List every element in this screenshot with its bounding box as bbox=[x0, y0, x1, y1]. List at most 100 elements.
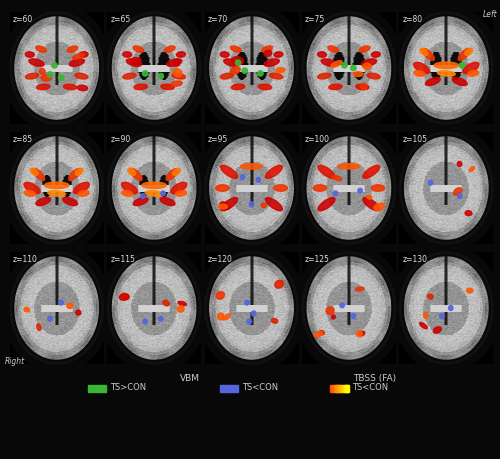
Ellipse shape bbox=[469, 167, 474, 172]
Ellipse shape bbox=[230, 46, 241, 52]
Bar bbox=[340, 385, 342, 392]
Bar bbox=[336, 385, 337, 392]
Ellipse shape bbox=[10, 12, 104, 124]
Ellipse shape bbox=[420, 48, 428, 56]
Ellipse shape bbox=[465, 211, 472, 216]
Ellipse shape bbox=[62, 197, 78, 206]
Ellipse shape bbox=[140, 194, 145, 199]
Ellipse shape bbox=[465, 48, 472, 56]
Ellipse shape bbox=[452, 78, 467, 85]
Ellipse shape bbox=[252, 311, 256, 316]
Ellipse shape bbox=[126, 59, 142, 67]
Ellipse shape bbox=[68, 168, 80, 180]
Ellipse shape bbox=[122, 182, 138, 194]
Text: z=85: z=85 bbox=[13, 135, 33, 144]
Ellipse shape bbox=[460, 62, 464, 68]
Ellipse shape bbox=[250, 202, 254, 207]
Bar bbox=[336, 385, 338, 392]
Ellipse shape bbox=[236, 60, 240, 65]
Text: z=130: z=130 bbox=[402, 255, 427, 264]
Ellipse shape bbox=[340, 303, 344, 308]
Ellipse shape bbox=[121, 293, 129, 300]
Ellipse shape bbox=[428, 294, 433, 299]
Ellipse shape bbox=[274, 52, 283, 57]
Ellipse shape bbox=[274, 185, 287, 191]
Ellipse shape bbox=[434, 327, 442, 333]
Ellipse shape bbox=[302, 252, 396, 364]
Ellipse shape bbox=[173, 69, 182, 77]
Ellipse shape bbox=[40, 68, 45, 74]
Ellipse shape bbox=[108, 252, 201, 364]
Ellipse shape bbox=[232, 56, 243, 65]
Ellipse shape bbox=[44, 182, 69, 189]
Ellipse shape bbox=[130, 168, 142, 180]
Text: z=95: z=95 bbox=[208, 135, 228, 144]
Text: TS<CON: TS<CON bbox=[242, 384, 278, 392]
Ellipse shape bbox=[78, 85, 88, 91]
Ellipse shape bbox=[318, 73, 331, 79]
Ellipse shape bbox=[36, 197, 51, 206]
Ellipse shape bbox=[161, 84, 174, 90]
Ellipse shape bbox=[356, 84, 369, 90]
Ellipse shape bbox=[321, 59, 336, 67]
Bar bbox=[331, 385, 332, 392]
Ellipse shape bbox=[79, 52, 88, 57]
Ellipse shape bbox=[463, 62, 479, 74]
Ellipse shape bbox=[434, 62, 458, 68]
Ellipse shape bbox=[262, 46, 272, 52]
Ellipse shape bbox=[64, 84, 77, 90]
Ellipse shape bbox=[134, 84, 147, 90]
Ellipse shape bbox=[360, 84, 367, 90]
Ellipse shape bbox=[142, 71, 148, 76]
Text: z=70: z=70 bbox=[208, 15, 228, 24]
Text: Right: Right bbox=[5, 357, 25, 366]
Ellipse shape bbox=[24, 308, 30, 312]
Ellipse shape bbox=[76, 168, 83, 175]
Ellipse shape bbox=[372, 185, 384, 191]
Ellipse shape bbox=[218, 313, 224, 320]
Ellipse shape bbox=[48, 72, 52, 77]
Ellipse shape bbox=[240, 164, 262, 169]
Ellipse shape bbox=[216, 185, 229, 191]
Ellipse shape bbox=[69, 59, 84, 67]
Ellipse shape bbox=[367, 73, 380, 79]
Ellipse shape bbox=[67, 303, 73, 308]
Ellipse shape bbox=[204, 252, 298, 364]
Ellipse shape bbox=[414, 71, 425, 76]
Ellipse shape bbox=[218, 204, 228, 209]
Ellipse shape bbox=[33, 168, 45, 180]
Ellipse shape bbox=[76, 310, 81, 315]
Ellipse shape bbox=[160, 197, 175, 206]
Ellipse shape bbox=[359, 46, 370, 52]
Ellipse shape bbox=[10, 252, 104, 364]
Text: z=105: z=105 bbox=[402, 135, 427, 144]
Ellipse shape bbox=[78, 190, 89, 196]
Ellipse shape bbox=[245, 300, 250, 305]
Ellipse shape bbox=[374, 203, 384, 210]
Ellipse shape bbox=[313, 185, 326, 191]
Ellipse shape bbox=[67, 46, 78, 52]
Text: VBM: VBM bbox=[180, 374, 200, 383]
Ellipse shape bbox=[256, 178, 260, 182]
Ellipse shape bbox=[424, 313, 428, 318]
Ellipse shape bbox=[353, 72, 363, 77]
Text: z=125: z=125 bbox=[305, 255, 330, 264]
Text: z=75: z=75 bbox=[305, 15, 326, 24]
Ellipse shape bbox=[74, 182, 90, 194]
Bar bbox=[220, 385, 238, 392]
Ellipse shape bbox=[130, 57, 141, 65]
Ellipse shape bbox=[128, 168, 136, 175]
Text: z=100: z=100 bbox=[305, 135, 330, 144]
Ellipse shape bbox=[37, 324, 41, 330]
Bar bbox=[344, 385, 346, 392]
Ellipse shape bbox=[166, 59, 182, 67]
Bar bbox=[342, 385, 343, 392]
Ellipse shape bbox=[258, 71, 263, 76]
Ellipse shape bbox=[48, 190, 66, 196]
Ellipse shape bbox=[333, 191, 338, 196]
Ellipse shape bbox=[414, 62, 430, 74]
Bar bbox=[346, 385, 348, 392]
Ellipse shape bbox=[360, 331, 364, 336]
Ellipse shape bbox=[332, 315, 336, 319]
Ellipse shape bbox=[420, 323, 428, 329]
